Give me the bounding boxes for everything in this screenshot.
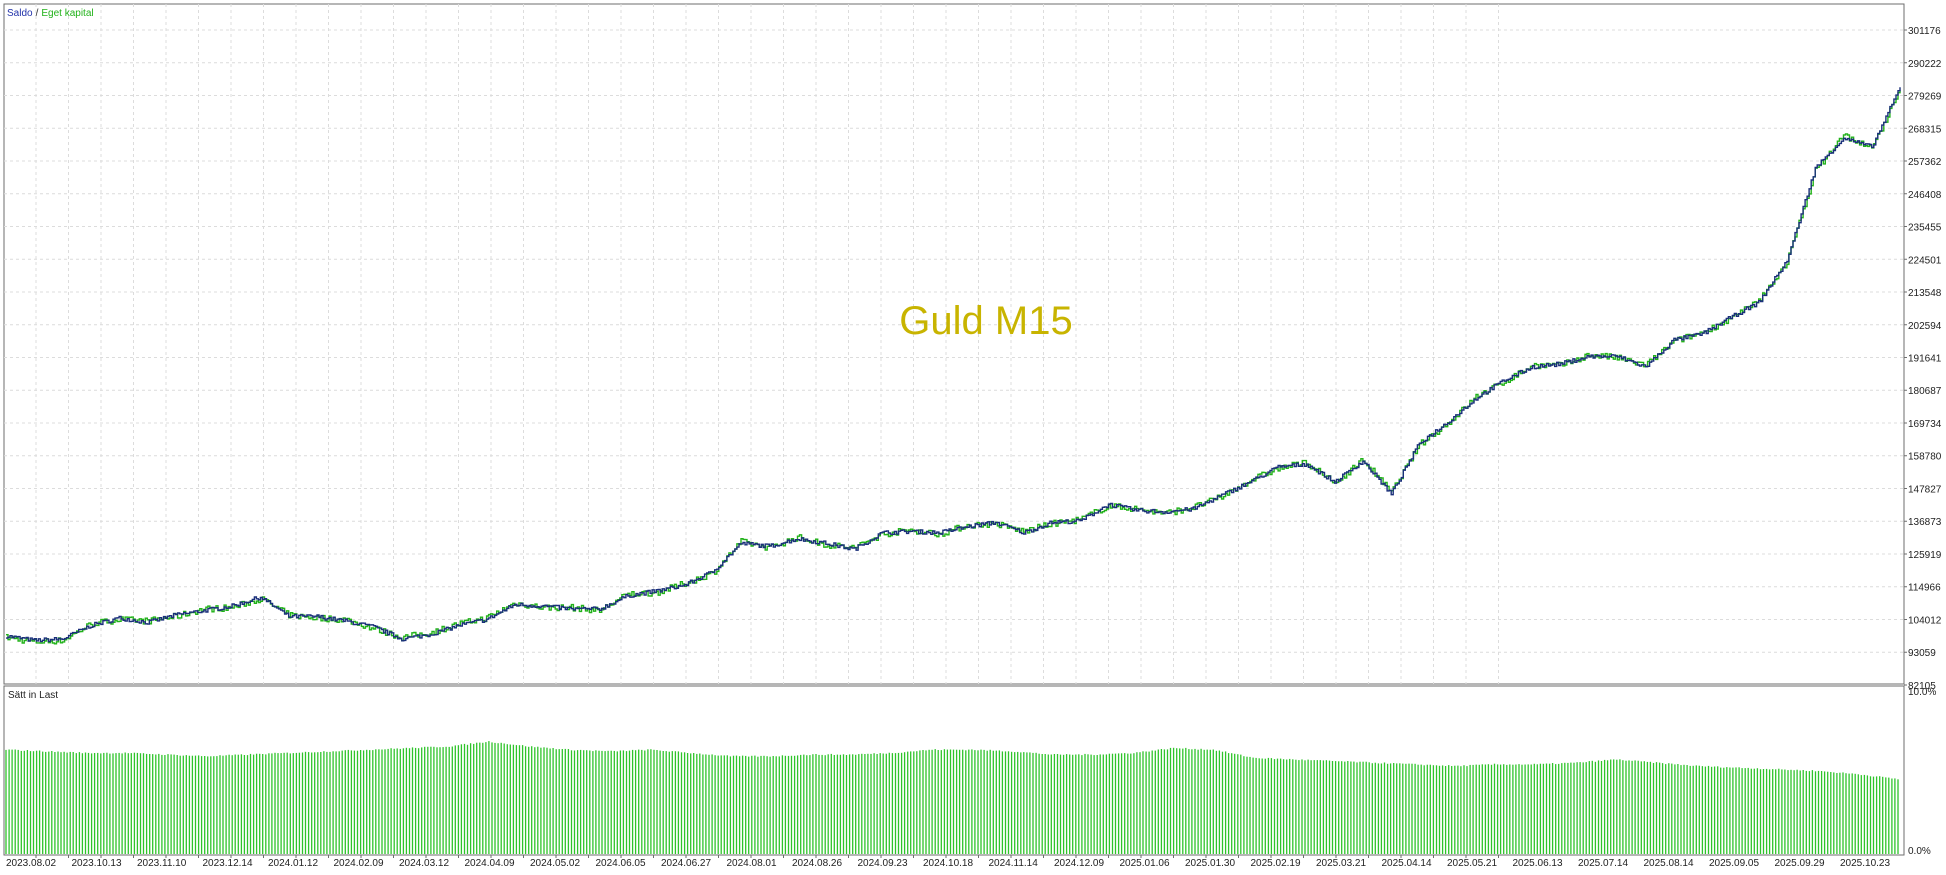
x-tick-label: 2023.11.10 xyxy=(137,858,187,869)
x-tick-label: 2025.09.29 xyxy=(1775,858,1825,869)
x-tick-label: 2024.12.09 xyxy=(1054,858,1104,869)
load-panel-title: Sätt in Last xyxy=(8,690,58,701)
x-tick-label: 2023.10.13 xyxy=(72,858,122,869)
legend-balance-label: Saldo xyxy=(7,8,33,19)
legend-separator: / xyxy=(36,8,39,19)
y-tick-label: 235455 xyxy=(1908,222,1942,233)
x-tick-label: 2025.05.21 xyxy=(1447,858,1497,869)
x-tick-label: 2024.05.02 xyxy=(530,858,580,869)
time-x-axis: 2023.08.02 2023.10.13 2023.11.10 2023.12.14… xyxy=(6,855,1890,869)
y-tick-label: 202594 xyxy=(1908,321,1942,332)
load-bars xyxy=(5,741,1899,854)
x-tick-label: 2024.03.12 xyxy=(399,858,449,869)
load-y-tick-label: 10.0% xyxy=(1908,687,1936,698)
price-y-axis: 301176 290222 279269 268315 257362 246408 2354… xyxy=(1904,26,1942,692)
price-panel[interactable]: Guld M15 Saldo / Eget kapital 301176 290222… xyxy=(3,3,1942,692)
balance-equity-series xyxy=(6,87,1901,645)
y-tick-label: 125919 xyxy=(1908,550,1942,561)
x-tick-label: 2025.01.30 xyxy=(1185,858,1235,869)
y-tick-label: 169734 xyxy=(1908,419,1942,430)
balance-line xyxy=(6,87,1901,643)
x-tick-label: 2023.12.14 xyxy=(203,858,253,869)
y-tick-label: 104012 xyxy=(1908,616,1942,627)
y-tick-label: 290222 xyxy=(1908,59,1942,70)
x-tick-label: 2025.03.21 xyxy=(1316,858,1366,869)
load-y-axis: 10.0% 0.0% xyxy=(1908,687,1936,857)
x-tick-label: 2024.01.12 xyxy=(268,858,318,869)
y-tick-label: 268315 xyxy=(1908,124,1942,135)
y-tick-label: 191641 xyxy=(1908,353,1942,364)
x-tick-label: 2024.08.26 xyxy=(792,858,842,869)
y-tick-label: 114966 xyxy=(1908,583,1941,594)
symbol-watermark: Guld M15 xyxy=(899,299,1072,343)
x-tick-label: 2024.11.14 xyxy=(989,858,1039,869)
x-tick-label: 2025.01.06 xyxy=(1120,858,1170,869)
x-tick-label: 2024.06.05 xyxy=(596,858,646,869)
y-tick-label: 257362 xyxy=(1908,157,1942,168)
y-tick-label: 180687 xyxy=(1908,386,1942,397)
legend-equity-label: Eget kapital xyxy=(41,8,93,19)
load-y-tick-label: 0.0% xyxy=(1908,846,1931,857)
x-tick-label: 2025.08.14 xyxy=(1644,858,1694,869)
x-tick-label: 2024.06.27 xyxy=(661,858,711,869)
x-tick-label: 2025.06.13 xyxy=(1513,858,1563,869)
x-tick-label: 2024.02.09 xyxy=(334,858,384,869)
x-tick-label: 2024.10.18 xyxy=(923,858,973,869)
y-tick-label: 158780 xyxy=(1908,452,1942,463)
x-tick-label: 2025.02.19 xyxy=(1251,858,1301,869)
x-tick-label: 2023.08.02 xyxy=(6,858,56,869)
y-tick-label: 82105 xyxy=(1908,681,1936,692)
x-tick-label: 2024.08.01 xyxy=(727,858,777,869)
x-tick-label: 2025.04.14 xyxy=(1382,858,1432,869)
y-tick-label: 224501 xyxy=(1908,255,1942,266)
x-tick-label: 2025.10.23 xyxy=(1840,858,1890,869)
legend: Saldo / Eget kapital xyxy=(7,8,94,19)
x-tick-label: 2025.07.14 xyxy=(1578,858,1628,869)
y-tick-label: 279269 xyxy=(1908,91,1942,102)
y-tick-label: 301176 xyxy=(1908,26,1941,37)
price-panel-frame xyxy=(3,3,1905,685)
y-tick-label: 93059 xyxy=(1908,648,1936,659)
x-tick-label: 2024.09.23 xyxy=(858,858,908,869)
x-tick-label: 2025.09.05 xyxy=(1709,858,1759,869)
y-tick-label: 147827 xyxy=(1908,484,1942,495)
y-tick-label: 213548 xyxy=(1908,288,1942,299)
y-tick-label: 136873 xyxy=(1908,517,1942,528)
x-tick-label: 2024.04.09 xyxy=(465,858,515,869)
load-panel[interactable]: Sätt in Last 10.0% 0.0% xyxy=(3,685,1936,857)
y-tick-label: 246408 xyxy=(1908,190,1942,201)
